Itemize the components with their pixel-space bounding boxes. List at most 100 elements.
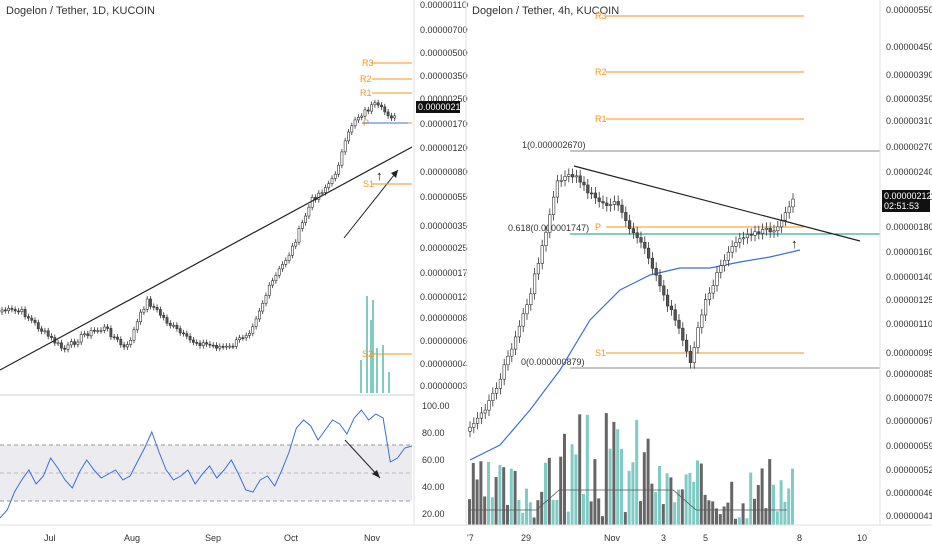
candle[interactable]: [506, 355, 510, 366]
left-arrow-line[interactable]: [343, 169, 399, 239]
candle[interactable]: [188, 335, 192, 341]
candle[interactable]: [20, 309, 24, 312]
candle[interactable]: [300, 222, 304, 229]
candle[interactable]: [36, 322, 40, 330]
candle[interactable]: [726, 251, 730, 261]
candle[interactable]: [570, 174, 575, 178]
candle[interactable]: [768, 227, 772, 233]
candle[interactable]: [593, 192, 597, 199]
candle[interactable]: [135, 321, 139, 331]
candle[interactable]: [17, 310, 20, 313]
candle[interactable]: [333, 173, 337, 179]
candle[interactable]: [145, 298, 149, 310]
candle[interactable]: [304, 215, 308, 223]
candle[interactable]: [244, 335, 248, 339]
candle[interactable]: [56, 342, 60, 345]
candle[interactable]: [574, 175, 578, 178]
candle[interactable]: [703, 299, 708, 316]
candle[interactable]: [684, 339, 689, 352]
candle[interactable]: [274, 275, 278, 282]
candle[interactable]: [162, 314, 166, 318]
candle[interactable]: [654, 268, 658, 276]
candle[interactable]: [234, 339, 238, 347]
candle[interactable]: [601, 201, 605, 204]
candle[interactable]: [366, 109, 370, 112]
candle[interactable]: [168, 322, 172, 326]
candle[interactable]: [208, 343, 212, 346]
candle[interactable]: [472, 423, 476, 428]
candle[interactable]: [79, 334, 83, 343]
candle[interactable]: [491, 393, 495, 401]
candle[interactable]: [320, 192, 324, 194]
candle[interactable]: [327, 183, 331, 188]
candle[interactable]: [707, 292, 711, 300]
candle[interactable]: [132, 329, 136, 341]
candle[interactable]: [722, 259, 727, 266]
candle[interactable]: [254, 318, 258, 327]
candle[interactable]: [310, 197, 314, 208]
candle[interactable]: [692, 347, 696, 363]
candle[interactable]: [284, 260, 288, 265]
rsi-arrow-line[interactable]: [344, 439, 381, 479]
candle[interactable]: [513, 336, 518, 350]
candle[interactable]: [66, 344, 70, 350]
candle[interactable]: [597, 197, 601, 202]
candle[interactable]: [711, 285, 715, 294]
candle[interactable]: [475, 417, 480, 424]
candle[interactable]: [287, 254, 291, 261]
candle[interactable]: [126, 344, 129, 348]
candle[interactable]: [119, 339, 123, 346]
candle[interactable]: [165, 317, 169, 324]
candle[interactable]: [248, 332, 251, 336]
candle[interactable]: [734, 242, 738, 247]
candle[interactable]: [551, 196, 556, 215]
candle[interactable]: [3, 309, 7, 312]
candle[interactable]: [185, 333, 189, 337]
candle[interactable]: [30, 317, 34, 321]
candle[interactable]: [356, 117, 360, 121]
candle[interactable]: [347, 131, 350, 142]
candle[interactable]: [719, 265, 723, 273]
candle[interactable]: [76, 341, 80, 345]
right-trendline[interactable]: [573, 165, 861, 242]
candle[interactable]: [658, 274, 662, 287]
candle[interactable]: [665, 294, 670, 307]
candle[interactable]: [175, 324, 179, 329]
candle[interactable]: [350, 125, 354, 133]
candle[interactable]: [627, 220, 632, 229]
candle[interactable]: [605, 202, 609, 206]
candle[interactable]: [745, 234, 749, 239]
candle[interactable]: [386, 111, 390, 117]
candle[interactable]: [228, 345, 232, 348]
candle[interactable]: [231, 345, 235, 348]
candle[interactable]: [343, 140, 347, 153]
candle[interactable]: [620, 204, 624, 213]
candle[interactable]: [7, 308, 11, 311]
candle[interactable]: [681, 327, 685, 341]
candle[interactable]: [567, 174, 571, 177]
candle[interactable]: [749, 234, 753, 236]
candle[interactable]: [578, 175, 582, 183]
candle[interactable]: [89, 329, 93, 337]
candle[interactable]: [290, 245, 294, 256]
candle[interactable]: [631, 228, 635, 234]
candle[interactable]: [149, 298, 152, 307]
candle[interactable]: [139, 311, 143, 323]
candle[interactable]: [155, 307, 159, 310]
candle[interactable]: [43, 330, 47, 333]
candle[interactable]: [152, 306, 156, 308]
candle[interactable]: [517, 325, 521, 338]
rsi-line[interactable]: [0, 409, 413, 519]
candle[interactable]: [696, 327, 700, 348]
candle[interactable]: [10, 308, 14, 310]
candle[interactable]: [730, 246, 734, 253]
candle[interactable]: [257, 310, 261, 320]
candle[interactable]: [393, 115, 397, 119]
candle[interactable]: [370, 104, 374, 112]
candle[interactable]: [738, 238, 742, 243]
candle[interactable]: [376, 102, 380, 106]
candle[interactable]: [776, 226, 780, 232]
candle[interactable]: [510, 348, 514, 357]
candle[interactable]: [307, 206, 311, 217]
candle[interactable]: [93, 329, 96, 332]
